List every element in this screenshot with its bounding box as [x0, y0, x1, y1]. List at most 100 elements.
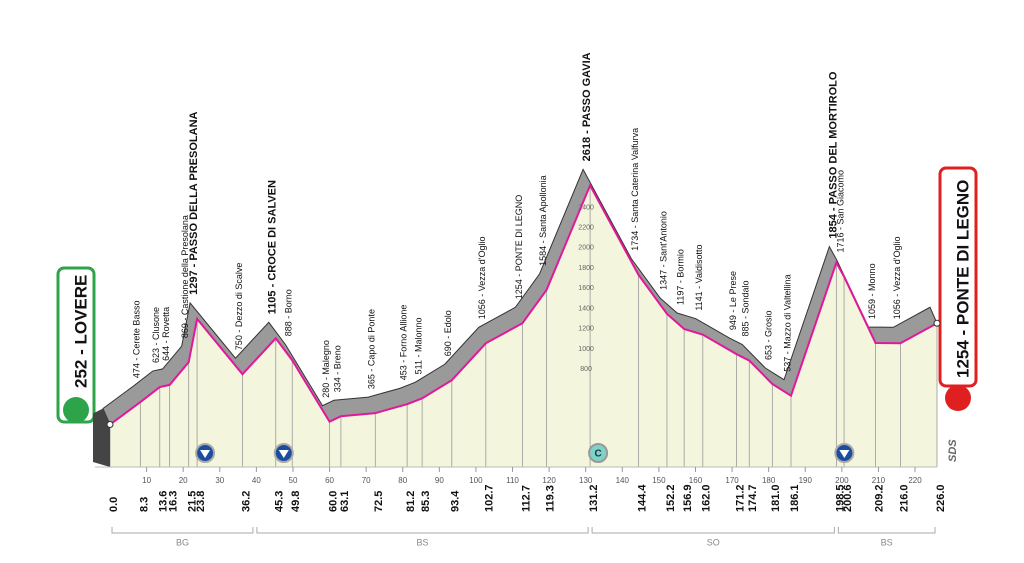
y-tick-label: 2200 [578, 224, 594, 231]
km-label: 162.0 [701, 484, 713, 512]
km-label: 171.2 [734, 484, 746, 512]
cima-coppi-marker [588, 443, 609, 463]
place-label: 365 - Capo di Ponte [367, 309, 377, 389]
y-tick-label: 1400 [578, 305, 594, 312]
logo: SDS [947, 439, 959, 462]
finish-label: 1254 - PONTE DI LEGNO [953, 180, 972, 378]
region-label: BS [416, 537, 428, 547]
x-tick-label: 110 [506, 476, 519, 485]
y-tick-label: 2400 [578, 204, 594, 211]
km-label: 174.7 [747, 484, 759, 512]
x-tick-label: 210 [872, 476, 886, 485]
km-label: 13.6 [158, 491, 170, 512]
x-tick-label: 130 [579, 476, 593, 485]
y-tick-label: 1200 [578, 326, 594, 333]
region-label: BS [881, 537, 893, 547]
region-bracket [111, 527, 254, 534]
x-tick-label: 200 [835, 476, 849, 485]
start-wall [93, 408, 110, 467]
place-label: 750 - Dezzo di Scalve [234, 263, 244, 351]
place-label: 537 - Mazzo di Valtellina [782, 274, 792, 371]
km-label: 81.2 [405, 491, 417, 512]
place-label: 1056 - Vezza d'Oglio [477, 236, 487, 319]
km-label: 21.5 [187, 491, 199, 512]
place-label: 1059 - Monno [867, 263, 877, 319]
region-bracket [591, 527, 835, 534]
x-tick-label: 120 [542, 476, 556, 485]
x-tick-label: 160 [689, 476, 703, 485]
km-label: 144.4 [636, 484, 648, 512]
x-tick-label: 90 [435, 476, 444, 485]
x-tick-label: 40 [252, 476, 261, 485]
place-label: 888 - Borno [284, 289, 294, 336]
km-label: 23.8 [195, 491, 207, 512]
place-label: 280 - Malegno [321, 340, 331, 398]
x-tick-label: 150 [652, 476, 666, 485]
place-label: 885 - Sondalo [741, 281, 751, 337]
place-label: 690 - Edolo [443, 310, 453, 356]
km-label: 216.0 [898, 484, 910, 512]
km-label: 72.5 [373, 491, 385, 512]
climb-label: 1297 - PASSO DELLA PRESOLANA [188, 111, 200, 294]
x-tick-label: 80 [398, 476, 407, 485]
km-label: 63.1 [339, 491, 351, 512]
km-label: 186.1 [789, 484, 801, 512]
km-label: 45.3 [274, 491, 286, 512]
place-label: 653 - Grosio [764, 310, 774, 360]
place-label: 644 - Rovetta [161, 307, 171, 361]
climb-marker-arrow [278, 450, 289, 458]
climb-label: 1854 - PASSO DEL MORTIROLO [827, 71, 839, 239]
x-tick-label: 60 [325, 476, 334, 485]
km-label: 152.2 [665, 484, 677, 512]
place-label: 1716 - San Giacomo [835, 170, 845, 253]
km-label: 36.2 [240, 491, 252, 512]
x-tick-label: 20 [179, 476, 188, 485]
place-label: 623 - Clusone [151, 307, 161, 363]
place-label: 1734 - Santa Caterina Valfurva [630, 128, 640, 251]
km-label: 198.5 [834, 484, 846, 512]
place-label: 869 - Castione della Presolana [180, 215, 190, 338]
climb-label: 2618 - PASSO GAVIA [581, 52, 593, 161]
km-label: 102.7 [484, 484, 496, 512]
finish-icon [945, 385, 971, 411]
km-label: 8.3 [138, 497, 150, 512]
x-tick-label: 100 [469, 476, 483, 485]
x-tick-label: 30 [215, 476, 224, 485]
place-label: 1584 - Santa Apollonia [538, 175, 548, 266]
km-label: 49.8 [290, 491, 302, 512]
km-label: 112.7 [520, 485, 532, 512]
x-tick-label: 170 [725, 476, 739, 485]
start-label: 252 - LOVERE [71, 275, 90, 388]
place-label: 1254 - PONTE DI LEGNO [514, 195, 524, 300]
km-label: 85.3 [420, 491, 432, 512]
place-label: 474 - Cerete Basso [132, 301, 142, 379]
region-bracket [256, 527, 589, 534]
x-tick-label: 50 [289, 476, 298, 485]
x-tick-label: 70 [362, 476, 371, 485]
y-tick-label: 800 [580, 366, 592, 373]
x-tick-label: 190 [799, 476, 813, 485]
y-tick-label: 2000 [578, 245, 594, 252]
km-label: 93.4 [450, 490, 462, 512]
place-label: 1056 - Vezza d'Oglio [892, 236, 902, 319]
x-tick-label: 10 [142, 476, 151, 485]
place-label: 1347 - Sant'Antonio [658, 211, 668, 290]
cima-coppi-label: C [594, 449, 601, 460]
region-bracket [837, 527, 936, 534]
x-tick-label: 220 [908, 476, 922, 485]
km-label: 60.0 [327, 491, 339, 512]
climb-label: 1105 - CROCE DI SALVEN [267, 180, 279, 314]
place-label: 453 - Forno Allione [399, 305, 409, 381]
y-tick-label: 1800 [578, 265, 594, 272]
place-label: 949 - Le Prese [728, 271, 738, 330]
climb-marker-arrow [200, 450, 211, 458]
profile-line [109, 183, 938, 426]
place-label: 334 - Breno [332, 345, 342, 392]
x-tick-label: 180 [762, 476, 776, 485]
km-label: 119.3 [544, 485, 556, 512]
y-tick-label: 1600 [578, 285, 594, 292]
climb-marker-arrow [839, 450, 850, 458]
y-tick-label: 1000 [578, 346, 594, 353]
